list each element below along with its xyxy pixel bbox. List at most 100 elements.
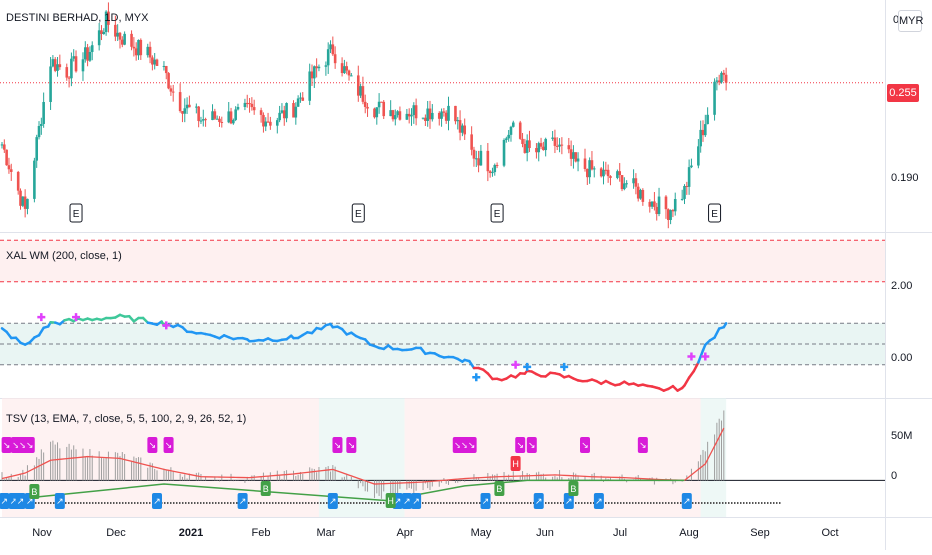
tsv-dot bbox=[197, 502, 199, 504]
candle-body bbox=[91, 45, 94, 52]
candle-body bbox=[505, 138, 508, 140]
candle-body bbox=[283, 110, 286, 118]
candle-body bbox=[568, 145, 571, 149]
tsv-dot bbox=[173, 502, 175, 504]
signal-down-icon-glyph: ↘ bbox=[468, 440, 476, 450]
tsv-dot bbox=[119, 502, 121, 504]
tsv-dot bbox=[623, 502, 625, 504]
tsv-dot bbox=[101, 502, 103, 504]
tsv-dot bbox=[110, 502, 112, 504]
tsv-dot bbox=[377, 502, 379, 504]
candle-body bbox=[658, 197, 661, 214]
candle-body bbox=[3, 144, 6, 149]
candle-body bbox=[246, 103, 249, 104]
candle-body bbox=[507, 135, 510, 139]
tsv-dot bbox=[323, 502, 325, 504]
candle-body bbox=[75, 56, 78, 71]
tsv-dot bbox=[284, 502, 286, 504]
candle-body bbox=[10, 169, 13, 172]
candle-body bbox=[702, 130, 705, 135]
candle-body bbox=[170, 88, 173, 91]
tsv-dot bbox=[743, 502, 745, 504]
candle-body bbox=[648, 202, 651, 207]
currency-button[interactable]: MYR bbox=[898, 10, 922, 32]
candle-body bbox=[688, 167, 691, 187]
tsv-dot bbox=[590, 502, 592, 504]
tsv-dot bbox=[257, 502, 259, 504]
tsv-dot bbox=[254, 502, 256, 504]
tsv-dot bbox=[638, 502, 640, 504]
candle-body bbox=[672, 210, 675, 211]
candle-body bbox=[153, 60, 156, 65]
candle-body bbox=[463, 126, 466, 135]
tsv-dot bbox=[374, 502, 376, 504]
tsv-dot bbox=[479, 502, 481, 504]
tsv-dot bbox=[677, 502, 679, 504]
candle-body bbox=[637, 187, 640, 199]
time-axis-jun: Jun bbox=[536, 527, 554, 539]
time-axis-aug: Aug bbox=[679, 527, 699, 539]
candle-body bbox=[292, 103, 295, 117]
tsv-dot bbox=[221, 502, 223, 504]
signal-down-icon-glyph: ↘ bbox=[581, 440, 589, 450]
tsv-dot bbox=[452, 502, 454, 504]
tsv-dot bbox=[65, 502, 67, 504]
tsv-dot bbox=[281, 502, 283, 504]
candle-body bbox=[554, 138, 557, 146]
tsv-dot bbox=[41, 502, 43, 504]
candle-body bbox=[202, 119, 205, 120]
candle-body bbox=[253, 107, 256, 110]
tsv-dot bbox=[734, 502, 736, 504]
candle-body bbox=[704, 124, 707, 135]
candle-body bbox=[1, 144, 4, 145]
candle-body bbox=[40, 124, 43, 126]
candle-body bbox=[396, 111, 399, 115]
tsv-dot bbox=[713, 502, 715, 504]
candle-body bbox=[461, 126, 464, 133]
tsv-dot bbox=[212, 502, 214, 504]
tsv-dot bbox=[170, 502, 172, 504]
tsv-dot bbox=[470, 502, 472, 504]
earnings-marker-label: E bbox=[73, 209, 80, 220]
candle-body bbox=[341, 63, 344, 73]
tsv-zone bbox=[701, 398, 726, 517]
candle-body bbox=[364, 102, 367, 107]
tsv-dot bbox=[740, 502, 742, 504]
time-axis-oct: Oct bbox=[821, 527, 838, 539]
candle-body bbox=[332, 44, 335, 54]
tsv-dot bbox=[236, 502, 238, 504]
tsv-dot bbox=[287, 502, 289, 504]
tsv-dot bbox=[350, 502, 352, 504]
candle-body bbox=[114, 25, 117, 37]
candle-body bbox=[584, 159, 587, 169]
candle-body bbox=[165, 66, 168, 73]
candle-body bbox=[318, 67, 321, 68]
tsv-dot bbox=[131, 502, 133, 504]
tsv-indicator-title: TSV (13, EMA, 7, close, 5, 5, 100, 2, 9,… bbox=[6, 413, 246, 425]
candle-body bbox=[475, 158, 478, 159]
signal-down-icon-glyph: ↘ bbox=[3, 440, 11, 450]
tsv-dot bbox=[272, 502, 274, 504]
candle-body bbox=[230, 111, 233, 123]
tsv-dot bbox=[383, 502, 385, 504]
signal-up-icon-glyph: ↗ bbox=[565, 496, 573, 506]
tsv-dot bbox=[137, 502, 139, 504]
tsv-dot bbox=[164, 502, 166, 504]
tsv-dot bbox=[446, 502, 448, 504]
candle-body bbox=[718, 80, 721, 82]
candle-body bbox=[651, 201, 654, 206]
tsv-dot bbox=[524, 502, 526, 504]
candle-body bbox=[424, 118, 427, 121]
candle-body bbox=[220, 122, 223, 123]
tsv-dot bbox=[755, 502, 757, 504]
tsv-dot bbox=[92, 502, 94, 504]
tsv-dot bbox=[617, 502, 619, 504]
candle-body bbox=[713, 82, 716, 115]
candle-body bbox=[135, 48, 138, 55]
tsv-dot bbox=[611, 502, 613, 504]
tsv-dot bbox=[455, 502, 457, 504]
tsv-dot bbox=[149, 502, 151, 504]
candle-body bbox=[609, 176, 612, 178]
last-price-badge: 0.255 bbox=[887, 84, 919, 102]
